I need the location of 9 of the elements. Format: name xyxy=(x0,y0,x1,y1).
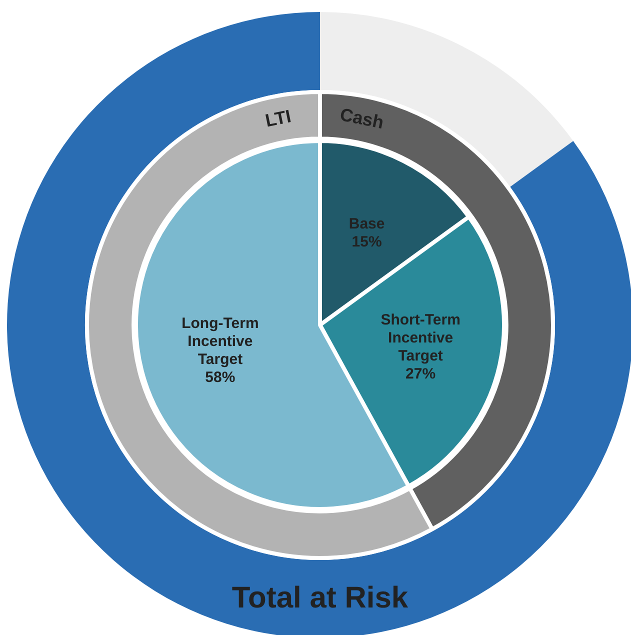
slice-label: Cash xyxy=(338,104,386,133)
slice-label: LTI xyxy=(264,106,293,131)
slice-label: Base xyxy=(348,215,385,232)
slice-label: Short-Term Incentive Target xyxy=(380,312,460,365)
data-label: 27% xyxy=(406,366,436,383)
data-label: 15% xyxy=(352,233,382,250)
slice-label: Total at Risk xyxy=(232,581,408,614)
slice-label: Long-Term Incentive Target xyxy=(182,314,259,368)
data-label: 58% xyxy=(205,368,236,386)
